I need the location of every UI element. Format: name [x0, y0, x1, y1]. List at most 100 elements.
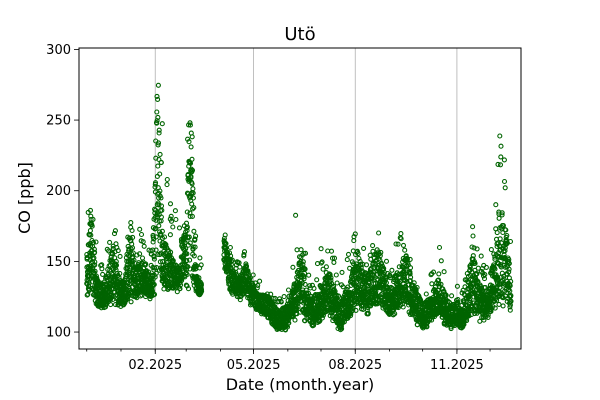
data-point [488, 247, 494, 253]
data-point [319, 259, 325, 265]
data-point [480, 273, 487, 279]
data-point [414, 284, 420, 291]
data-point [156, 223, 162, 229]
data-point [302, 250, 309, 256]
data-point [155, 114, 161, 120]
data-point [383, 280, 389, 286]
data-point [368, 303, 374, 309]
data-point [168, 249, 174, 255]
data-point [485, 314, 491, 321]
data-point [155, 82, 161, 88]
data-point [163, 241, 169, 248]
data-point [470, 233, 476, 239]
data-point [332, 288, 338, 294]
data-point [495, 274, 501, 281]
data-point [153, 234, 159, 240]
data-point [93, 239, 99, 245]
data-point [91, 246, 97, 252]
data-point [117, 253, 123, 259]
data-point [159, 121, 165, 127]
data-point [129, 227, 135, 234]
data-point [92, 262, 98, 268]
data-point [472, 260, 478, 266]
data-point [319, 315, 325, 321]
axis-ticks: 02.2025 05.2025 08.2025 11.2025 100 150 200 250… [46, 43, 491, 373]
data-point [184, 251, 190, 257]
data-point [406, 286, 412, 292]
data-point [497, 162, 504, 168]
data-point [482, 272, 488, 278]
data-point [483, 264, 489, 270]
data-point [467, 298, 473, 304]
data-point [508, 292, 514, 299]
data-point [241, 252, 247, 258]
data-point [290, 264, 296, 270]
data-point [138, 231, 145, 238]
data-point [500, 303, 506, 309]
data-point [508, 298, 514, 304]
x-tick-label: 11.2025 [430, 358, 484, 373]
data-point [150, 239, 156, 245]
x-axis-label: Date (month.year) [226, 375, 375, 394]
data-point [387, 275, 393, 281]
data-point [257, 278, 263, 284]
data-point [161, 234, 168, 240]
y-tick-label: 150 [46, 255, 71, 270]
data-point [400, 242, 407, 248]
data-point [186, 234, 192, 240]
data-point [502, 248, 508, 254]
data-point [164, 182, 170, 188]
data-point [436, 281, 442, 287]
data-point [127, 235, 133, 241]
data-point [117, 270, 123, 277]
data-point [184, 227, 190, 234]
data-point [471, 245, 477, 251]
data-point [227, 244, 233, 251]
data-point [255, 282, 261, 289]
data-point [167, 232, 173, 238]
data-point [340, 284, 346, 290]
data-point [156, 202, 162, 208]
data-point [387, 272, 393, 278]
data-point [492, 305, 498, 311]
data-point [179, 277, 185, 283]
data-point [150, 247, 156, 253]
data-point [376, 230, 382, 236]
data-point [155, 163, 161, 169]
data-point [402, 247, 408, 253]
data-point [495, 240, 501, 246]
data-point [461, 321, 467, 328]
data-point [156, 127, 162, 133]
data-point [351, 279, 357, 286]
data-point [130, 234, 136, 240]
data-point [129, 245, 136, 251]
data-point [189, 167, 196, 173]
data-point [438, 258, 444, 264]
data-point [151, 291, 158, 297]
data-point [245, 268, 251, 274]
data-point [189, 181, 195, 187]
data-point [157, 151, 163, 157]
data-point [223, 240, 229, 247]
data-point [467, 264, 473, 271]
data-point [281, 294, 287, 300]
data-point [152, 180, 159, 186]
data-point [92, 249, 98, 255]
data-point [170, 224, 176, 230]
data-point [311, 285, 317, 291]
data-point [301, 276, 307, 282]
data-point [158, 214, 164, 220]
data-point [190, 190, 196, 196]
data-point [159, 228, 165, 234]
data-point [395, 241, 401, 247]
data-point [183, 282, 189, 288]
data-point [329, 255, 336, 261]
data-point [499, 212, 505, 218]
data-point [344, 257, 350, 263]
data-point [301, 274, 307, 280]
data-point [155, 140, 162, 146]
data-point [158, 160, 164, 166]
plot-frame [78, 47, 522, 350]
data-point [92, 259, 98, 265]
